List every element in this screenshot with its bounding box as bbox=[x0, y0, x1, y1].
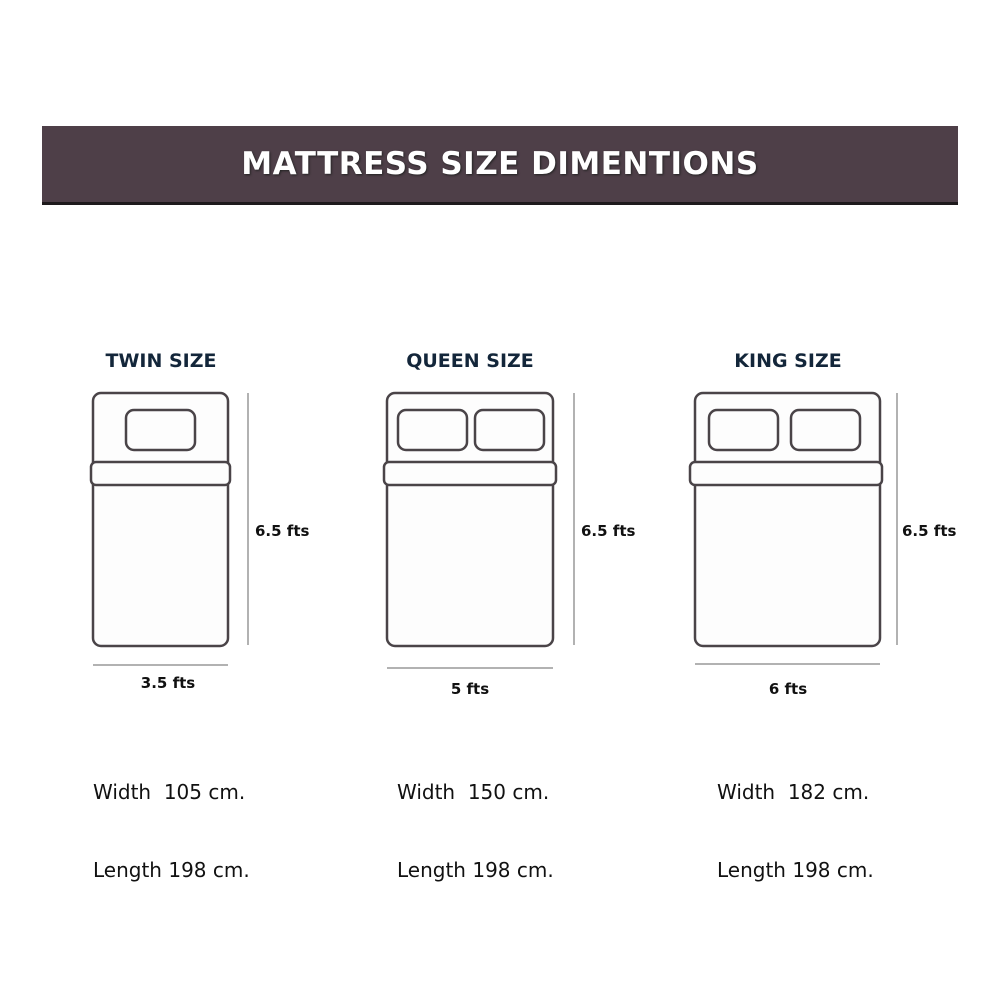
page-title: MATTRESS SIZE DIMENTIONS bbox=[241, 146, 759, 182]
twin-bed bbox=[89, 391, 232, 648]
blanket-band bbox=[382, 460, 558, 487]
twin-length-label: 6.5 fts bbox=[255, 522, 309, 540]
twin-title: TWIN SIZE bbox=[105, 350, 216, 372]
twin-width-cm: Width 105 cm. bbox=[93, 780, 246, 804]
blanket-band bbox=[89, 460, 232, 487]
pillow bbox=[124, 408, 197, 452]
queen-title: QUEEN SIZE bbox=[406, 350, 534, 372]
pillow bbox=[396, 408, 469, 452]
twin-length-cm: Length 198 cm. bbox=[93, 858, 250, 882]
header-banner: MATTRESS SIZE DIMENTIONS bbox=[42, 126, 958, 205]
queen-length-label: 6.5 fts bbox=[581, 522, 635, 540]
queen-width-cm: Width 150 cm. bbox=[397, 780, 550, 804]
twin-specs: Width 105 cm. Length 198 cm. bbox=[93, 727, 250, 909]
queen-length-cm: Length 198 cm. bbox=[397, 858, 554, 882]
twin-width-label: 3.5 fts bbox=[141, 674, 195, 692]
queen-bed bbox=[382, 391, 558, 648]
pillow bbox=[789, 408, 862, 452]
king-title: KING SIZE bbox=[734, 350, 841, 372]
pillow bbox=[473, 408, 546, 452]
pillow bbox=[707, 408, 780, 452]
king-length-cm: Length 198 cm. bbox=[717, 858, 874, 882]
blanket-band bbox=[688, 460, 884, 487]
queen-specs: Width 150 cm. Length 198 cm. bbox=[397, 727, 554, 909]
king-specs: Width 182 cm. Length 198 cm. bbox=[717, 727, 874, 909]
king-bed bbox=[688, 391, 884, 648]
king-length-label: 6.5 fts bbox=[902, 522, 956, 540]
king-width-label: 6 fts bbox=[769, 680, 807, 698]
king-width-cm: Width 182 cm. bbox=[717, 780, 870, 804]
queen-width-label: 5 fts bbox=[451, 680, 489, 698]
